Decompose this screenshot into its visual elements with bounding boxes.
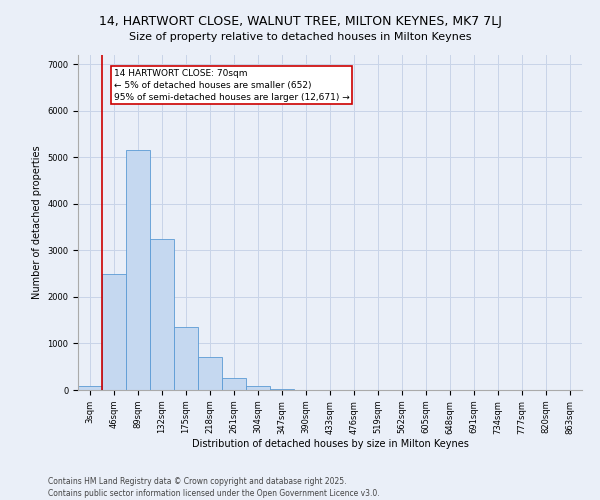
- Bar: [270, 388, 294, 390]
- Bar: [150, 239, 174, 390]
- Bar: [246, 386, 270, 390]
- Text: 14, HARTWORT CLOSE, WALNUT TREE, MILTON KEYNES, MK7 7LJ: 14, HARTWORT CLOSE, WALNUT TREE, MILTON …: [98, 15, 502, 28]
- X-axis label: Distribution of detached houses by size in Milton Keynes: Distribution of detached houses by size …: [191, 440, 469, 450]
- Text: Contains HM Land Registry data © Crown copyright and database right 2025.
Contai: Contains HM Land Registry data © Crown c…: [48, 476, 380, 498]
- Text: 14 HARTWORT CLOSE: 70sqm
← 5% of detached houses are smaller (652)
95% of semi-d: 14 HARTWORT CLOSE: 70sqm ← 5% of detache…: [114, 69, 350, 102]
- Bar: [126, 150, 150, 390]
- Bar: [174, 327, 198, 390]
- Y-axis label: Number of detached properties: Number of detached properties: [32, 146, 41, 300]
- Text: Size of property relative to detached houses in Milton Keynes: Size of property relative to detached ho…: [129, 32, 471, 42]
- Bar: [198, 358, 222, 390]
- Bar: [222, 378, 246, 390]
- Bar: [102, 274, 126, 390]
- Bar: [78, 386, 102, 390]
